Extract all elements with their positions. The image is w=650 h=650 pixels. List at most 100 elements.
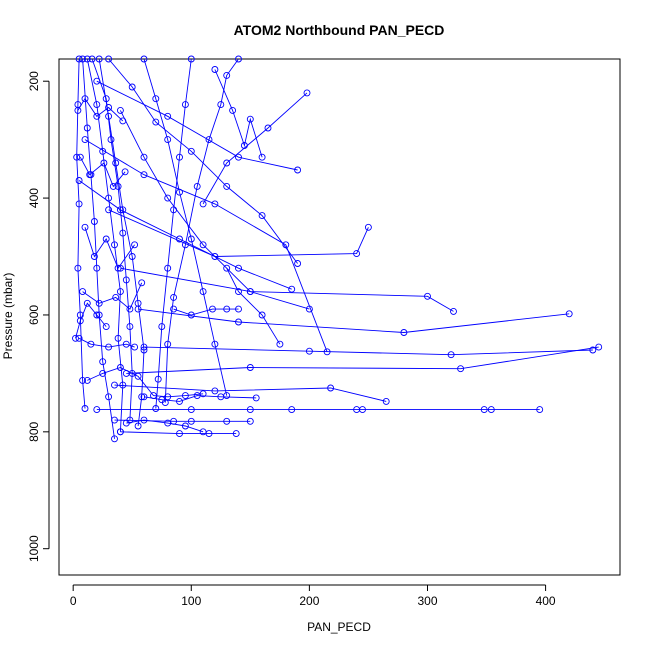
data-point <box>121 168 129 176</box>
data-point <box>152 95 160 103</box>
data-point <box>111 435 118 443</box>
data-point <box>294 260 302 267</box>
data-point <box>154 375 162 383</box>
data-point <box>126 323 134 331</box>
data-point <box>86 171 94 179</box>
data-point <box>246 115 254 123</box>
data-point <box>74 264 82 272</box>
series <box>199 89 311 208</box>
data-point <box>223 417 231 425</box>
data-point <box>181 422 189 430</box>
series-line <box>120 431 237 435</box>
series-line <box>96 80 298 171</box>
data-point <box>382 397 390 405</box>
data-point <box>105 393 113 401</box>
data-point <box>359 406 366 414</box>
chart-title: ATOM2 Northbound PAN_PECD <box>234 22 445 38</box>
data-point <box>187 406 195 414</box>
data-point <box>164 419 172 427</box>
data-point <box>75 55 83 63</box>
series <box>74 95 127 125</box>
data-point <box>122 419 130 427</box>
data-point <box>589 346 597 354</box>
data-point <box>76 317 84 325</box>
data-point <box>112 293 120 301</box>
data-point <box>246 288 254 296</box>
y-tick-label: 200 <box>27 71 41 91</box>
plot-frame <box>58 58 621 576</box>
y-axis-label: Pressure (mbar) <box>1 273 15 360</box>
data-point <box>258 153 266 161</box>
series-line <box>84 139 328 352</box>
series <box>122 416 207 436</box>
data-point <box>164 340 172 348</box>
data-point <box>79 55 87 63</box>
data-point <box>595 343 603 351</box>
data-point <box>223 71 231 79</box>
data-point <box>134 305 142 313</box>
data-point <box>93 264 101 272</box>
data-point <box>119 229 127 237</box>
data-point <box>164 393 172 401</box>
series-line <box>155 58 192 409</box>
data-point <box>93 112 101 120</box>
data-point <box>327 384 335 392</box>
data-point <box>353 250 361 258</box>
series-line <box>214 69 263 158</box>
data-point <box>176 397 183 405</box>
data-point <box>223 159 231 167</box>
data-point <box>128 83 136 91</box>
data-point <box>235 264 242 272</box>
data-point <box>187 417 195 425</box>
data-point <box>264 124 272 132</box>
data-point <box>211 253 219 260</box>
series-line <box>126 419 204 433</box>
series-line <box>84 227 135 270</box>
series <box>116 428 240 438</box>
data-point <box>176 153 183 161</box>
series <box>122 343 603 377</box>
data-point <box>105 55 113 63</box>
data-point <box>116 106 124 114</box>
series-line <box>143 58 228 396</box>
data-point <box>116 364 124 371</box>
y-axis: 200 400 600 800 1000 <box>27 71 50 562</box>
y-tick-label: 600 <box>27 305 41 325</box>
data-point <box>140 171 148 179</box>
series-line <box>77 97 124 122</box>
series-line <box>226 267 281 345</box>
data-point <box>217 101 225 109</box>
data-point <box>140 393 148 401</box>
data-point <box>95 55 103 63</box>
series <box>223 264 284 348</box>
data-point <box>258 212 266 220</box>
series <box>161 55 242 407</box>
series <box>93 406 544 414</box>
x-axis: 0 100 200 300 400 <box>70 584 556 608</box>
data-point <box>193 392 201 400</box>
data-point <box>303 89 311 97</box>
data-point <box>282 241 290 249</box>
data-point <box>138 279 146 287</box>
data-point <box>116 428 124 436</box>
data-point <box>140 416 148 424</box>
data-point <box>75 334 83 342</box>
series-line <box>108 209 369 257</box>
data-point <box>211 66 219 73</box>
data-point <box>90 253 98 260</box>
data-point <box>235 305 242 313</box>
series <box>93 77 302 174</box>
data-point <box>73 153 81 161</box>
series-line <box>119 110 310 310</box>
data-point <box>232 430 240 438</box>
data-point <box>75 177 83 184</box>
data-point <box>105 104 113 111</box>
data-point <box>187 55 195 63</box>
data-point <box>229 106 237 114</box>
data-point <box>235 55 242 63</box>
data-point <box>100 159 108 167</box>
data-point <box>193 182 201 190</box>
data-point <box>252 394 260 402</box>
series <box>75 177 296 293</box>
data-point <box>235 318 242 326</box>
